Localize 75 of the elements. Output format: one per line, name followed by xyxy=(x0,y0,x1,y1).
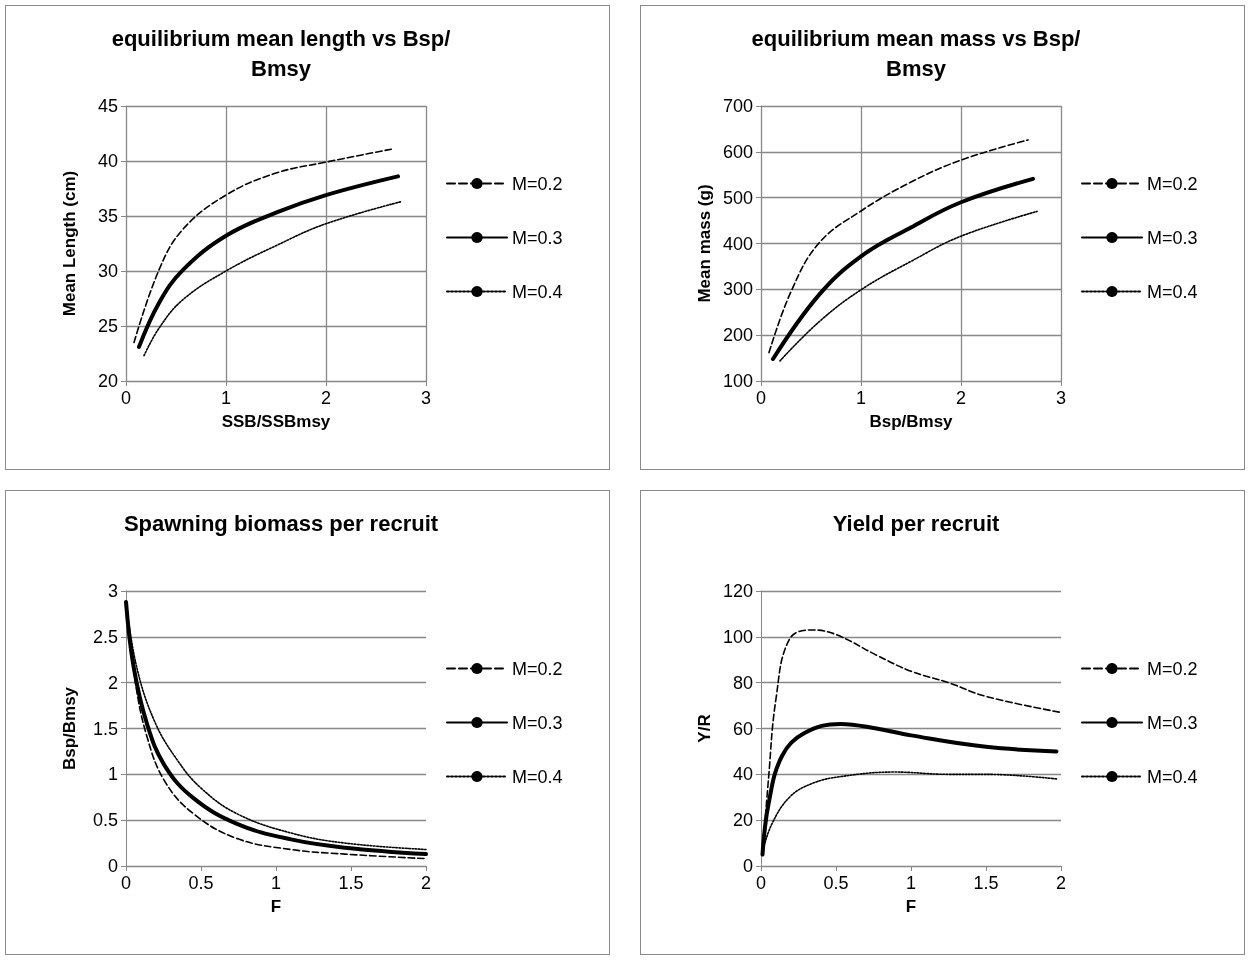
legend-label: M=0.4 xyxy=(512,281,563,302)
x-tick-label: 3 xyxy=(420,388,432,408)
y-tick-label: 80 xyxy=(732,672,753,693)
x-tick-label: 1 xyxy=(905,873,917,893)
x-tick-label: 3 xyxy=(1055,388,1067,408)
y-tick-label: 0 xyxy=(742,856,753,876)
y-tick-label: 0 xyxy=(107,856,118,876)
y-axis-title: Mean mass (g) xyxy=(695,184,714,303)
line-series xyxy=(779,210,1038,362)
y-tick-label: 3 xyxy=(107,581,118,601)
x-axis-title: F xyxy=(905,897,917,916)
y-axis-title: Bsp/Bmsy xyxy=(60,686,79,771)
x-axis-title: F xyxy=(270,897,282,916)
y-axis-title: Y/R xyxy=(695,714,714,743)
legend-label: M=0.2 xyxy=(1147,658,1198,679)
legend-label: M=0.4 xyxy=(1147,766,1198,787)
line-series xyxy=(143,200,402,357)
legend-label: M=0.2 xyxy=(1147,173,1198,194)
x-tick-label: 2 xyxy=(320,388,332,408)
y-tick-label: 20 xyxy=(732,810,753,831)
y-tick-label: 30 xyxy=(97,261,118,281)
x-tick-label: 0.5 xyxy=(188,873,214,893)
legend-label: M=0.3 xyxy=(1147,227,1198,248)
chart-title: equilibrium mean length vs Bsp/Bmsy xyxy=(111,25,451,81)
y-tick-label: 35 xyxy=(97,206,118,226)
x-tick-label: 2 xyxy=(955,388,967,408)
y-axis-title: Mean Length (cm) xyxy=(60,170,79,317)
legend-label: M=0.3 xyxy=(512,227,563,248)
y-tick-label: 40 xyxy=(97,151,118,171)
y-tick-label: 0.5 xyxy=(92,810,118,831)
chart-title: Spawning biomass per recruit xyxy=(123,510,439,536)
y-tick-label: 2.5 xyxy=(92,626,118,647)
y-tick-label: 500 xyxy=(722,187,753,208)
x-tick-label: 1.5 xyxy=(973,873,999,893)
legend-label: M=0.2 xyxy=(512,173,563,194)
x-tick-label: 1 xyxy=(220,388,232,408)
y-tick-label: 120 xyxy=(722,581,753,601)
x-tick-label: 0 xyxy=(755,388,767,408)
legend-label: M=0.4 xyxy=(1147,281,1198,302)
y-tick-label: 700 xyxy=(722,96,753,116)
x-tick-label: 0.5 xyxy=(823,873,849,893)
x-axis-title: SSB/SSBmsy xyxy=(221,412,331,431)
x-axis-title: Bsp/Bmsy xyxy=(869,412,954,431)
chart-title: Yield per recruit xyxy=(832,510,1001,536)
chart-title: equilibrium mean mass vs Bsp/Bmsy xyxy=(751,25,1081,81)
x-tick-label: 0 xyxy=(755,873,767,893)
x-tick-label: 2 xyxy=(1055,873,1067,893)
y-tick-label: 100 xyxy=(722,371,753,391)
y-tick-label: 1 xyxy=(107,764,118,785)
y-tick-label: 25 xyxy=(97,316,118,336)
y-tick-label: 200 xyxy=(722,325,753,346)
y-tick-label: 100 xyxy=(722,626,753,647)
legend-label: M=0.2 xyxy=(512,658,563,679)
y-tick-label: 2 xyxy=(107,672,118,693)
line-series xyxy=(768,139,1029,354)
x-tick-label: 2 xyxy=(420,873,432,893)
y-tick-label: 600 xyxy=(722,141,753,162)
y-tick-label: 60 xyxy=(732,718,753,739)
x-tick-label: 1 xyxy=(270,873,282,893)
legend-label: M=0.3 xyxy=(512,712,563,733)
x-tick-label: 0 xyxy=(120,873,132,893)
line-series xyxy=(771,176,1035,361)
y-tick-label: 45 xyxy=(97,96,118,116)
x-tick-label: 0 xyxy=(120,388,132,408)
line-series xyxy=(137,174,400,349)
x-tick-label: 1 xyxy=(855,388,867,408)
y-tick-label: 40 xyxy=(732,764,753,785)
y-tick-label: 400 xyxy=(722,233,753,254)
y-tick-label: 20 xyxy=(97,371,118,391)
x-tick-label: 1.5 xyxy=(338,873,364,893)
legend-label: M=0.3 xyxy=(1147,712,1198,733)
legend-label: M=0.4 xyxy=(512,766,563,787)
line-series xyxy=(133,148,394,344)
y-tick-label: 300 xyxy=(722,279,753,300)
y-tick-label: 1.5 xyxy=(92,718,118,739)
